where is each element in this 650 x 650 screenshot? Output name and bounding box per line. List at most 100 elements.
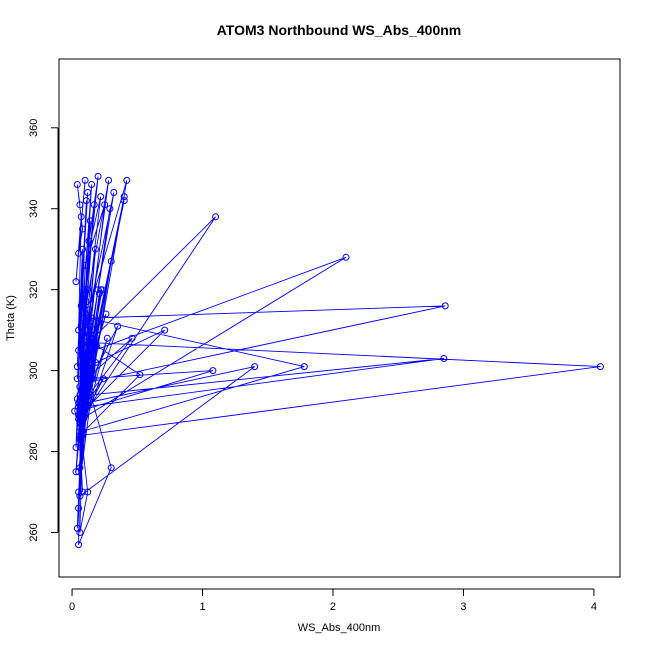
data-point xyxy=(79,488,86,496)
data-point xyxy=(85,306,93,314)
data-point xyxy=(88,338,96,346)
data-point xyxy=(89,371,97,379)
x-tick-label: 3 xyxy=(460,601,466,613)
data-point xyxy=(440,355,448,362)
data-point xyxy=(85,322,93,330)
data-point xyxy=(75,504,83,512)
data-point xyxy=(77,322,85,330)
x-tick-label: 0 xyxy=(69,601,75,613)
data-point xyxy=(73,363,81,371)
data-point xyxy=(300,363,308,371)
data-point xyxy=(76,529,84,536)
data-point xyxy=(99,375,107,383)
data-point xyxy=(120,197,128,205)
data-point xyxy=(71,407,79,415)
data-point xyxy=(77,375,85,383)
data-point xyxy=(342,253,350,261)
data-point xyxy=(88,181,96,188)
data-point xyxy=(79,391,86,399)
data-point xyxy=(81,261,89,269)
data-point xyxy=(86,391,94,399)
series-line xyxy=(74,176,601,545)
data-point xyxy=(75,403,83,411)
data-point xyxy=(75,346,83,354)
data-point xyxy=(79,399,86,407)
data-point xyxy=(89,334,97,342)
data-point xyxy=(251,363,259,371)
data-point xyxy=(94,286,102,294)
x-tick-label: 2 xyxy=(330,601,336,613)
x-axis-label: WS_Abs_400nm xyxy=(298,622,381,634)
data-point xyxy=(106,205,114,213)
data-point xyxy=(79,395,86,403)
data-point xyxy=(84,488,92,496)
data-point xyxy=(80,290,88,298)
data-point xyxy=(97,193,105,201)
data-point xyxy=(76,419,84,427)
data-point xyxy=(92,245,99,253)
data-point xyxy=(84,314,92,322)
data-point xyxy=(161,326,169,334)
data-point xyxy=(77,415,85,423)
data-point xyxy=(72,468,80,476)
data-point xyxy=(80,407,88,415)
data-point xyxy=(77,444,85,451)
y-axis-label: Theta (K) xyxy=(5,295,17,341)
data-point xyxy=(79,245,86,253)
data-point xyxy=(107,464,115,472)
data-point xyxy=(84,286,92,294)
data-point xyxy=(75,415,83,423)
data-point xyxy=(75,468,83,476)
data-point xyxy=(92,342,99,350)
data-point xyxy=(76,407,84,415)
data-point xyxy=(72,444,80,451)
data-point xyxy=(105,176,113,184)
data-point xyxy=(72,278,80,286)
data-point xyxy=(80,314,88,322)
y-tick-label: 360 xyxy=(28,119,40,137)
data-point xyxy=(86,217,94,225)
data-point xyxy=(92,359,99,366)
data-point xyxy=(110,189,118,196)
data-point xyxy=(441,302,449,310)
data-point xyxy=(77,213,85,221)
data-point xyxy=(94,172,102,180)
data-point xyxy=(128,334,136,342)
data-point xyxy=(81,355,89,362)
y-tick-label: 300 xyxy=(28,361,40,379)
data-point xyxy=(136,371,144,379)
data-point xyxy=(101,201,109,209)
data-point xyxy=(209,367,217,375)
data-point xyxy=(77,302,85,310)
y-tick-label: 260 xyxy=(28,523,40,541)
data-point xyxy=(80,383,88,391)
y-axis: 260 280 300 320 340 360 xyxy=(28,119,59,542)
y-tick-label: 340 xyxy=(28,200,40,218)
data-point xyxy=(103,334,111,342)
data-point xyxy=(90,201,98,209)
data-point xyxy=(114,322,122,330)
data-point xyxy=(75,488,83,496)
data-point xyxy=(85,338,93,346)
data-point xyxy=(596,363,604,371)
x-axis: 0 1 2 3 4 xyxy=(69,588,597,613)
data-point xyxy=(102,310,110,318)
plot-frame xyxy=(58,58,621,578)
data-point xyxy=(82,197,90,205)
chart-title: ATOM3 Northbound WS_Abs_400nm xyxy=(217,22,462,38)
data-point xyxy=(88,314,96,322)
data-point xyxy=(84,367,92,375)
data-point xyxy=(75,249,83,257)
data-point xyxy=(94,318,102,326)
data-point xyxy=(82,399,90,407)
data-point xyxy=(76,464,84,472)
data-point xyxy=(76,201,84,209)
data-point xyxy=(80,367,88,375)
data-point xyxy=(77,435,85,443)
data-point xyxy=(84,189,92,196)
data-point xyxy=(212,213,220,221)
data-point xyxy=(84,363,92,371)
data-point xyxy=(90,346,98,354)
